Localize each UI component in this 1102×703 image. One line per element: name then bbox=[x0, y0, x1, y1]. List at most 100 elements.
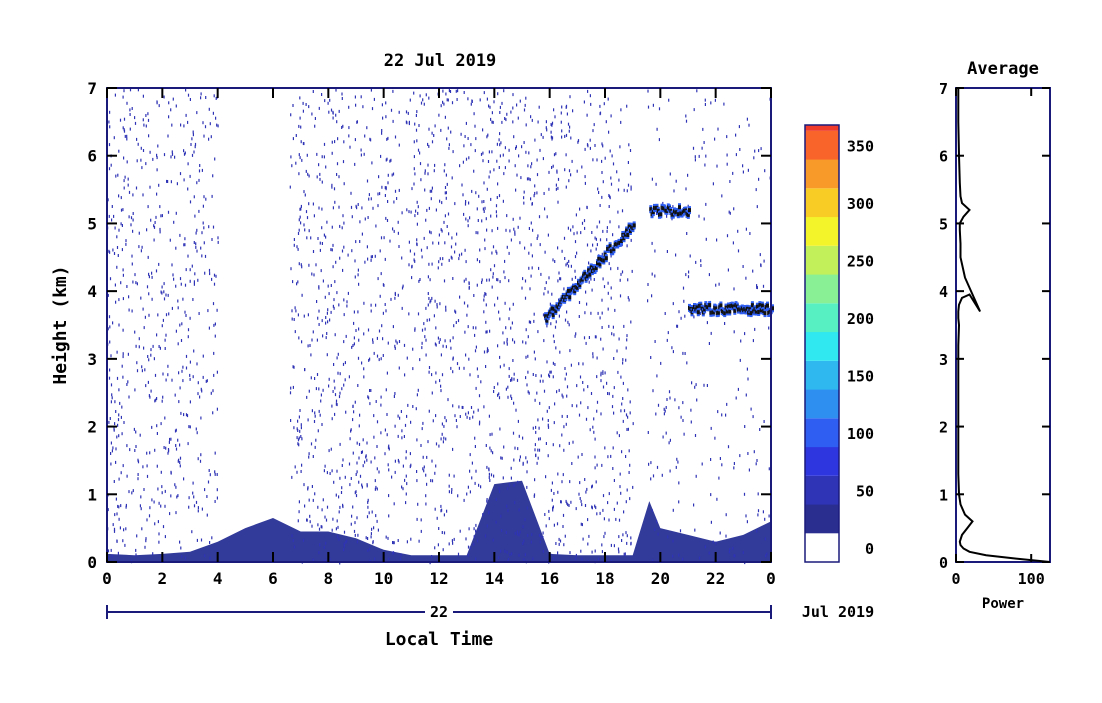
noise-pixel bbox=[708, 342, 710, 345]
noise-pixel bbox=[412, 367, 414, 371]
noise-pixel bbox=[380, 403, 382, 407]
noise-pixel bbox=[550, 135, 552, 139]
noise-pixel bbox=[554, 325, 557, 329]
noise-pixel bbox=[622, 381, 624, 385]
noise-pixel bbox=[447, 98, 449, 102]
noise-pixel bbox=[311, 409, 313, 413]
noise-pixel bbox=[665, 406, 667, 409]
noise-pixel bbox=[491, 150, 493, 154]
noise-pixel bbox=[388, 447, 390, 451]
noise-pixel bbox=[318, 387, 320, 391]
cloud-core bbox=[594, 266, 598, 271]
noise-pixel bbox=[430, 197, 432, 201]
noise-pixel bbox=[110, 400, 112, 404]
noise-pixel bbox=[200, 92, 202, 96]
noise-pixel bbox=[474, 436, 476, 440]
noise-pixel bbox=[622, 397, 624, 400]
noise-pixel bbox=[217, 240, 219, 244]
noise-pixel bbox=[624, 552, 626, 556]
noise-pixel bbox=[565, 185, 567, 189]
noise-pixel bbox=[185, 113, 187, 117]
noise-pixel bbox=[314, 414, 316, 418]
noise-pixel bbox=[474, 333, 476, 337]
noise-pixel bbox=[566, 501, 568, 505]
noise-pixel bbox=[604, 156, 606, 160]
noise-pixel bbox=[546, 128, 548, 132]
noise-pixel bbox=[171, 152, 174, 156]
noise-pixel bbox=[177, 306, 179, 310]
noise-pixel bbox=[387, 181, 389, 185]
noise-pixel bbox=[623, 510, 625, 514]
noise-pixel bbox=[456, 425, 458, 429]
noise-pixel bbox=[440, 389, 442, 393]
noise-pixel bbox=[336, 291, 338, 295]
noise-pixel bbox=[614, 308, 616, 312]
noise-pixel bbox=[306, 395, 308, 399]
noise-pixel bbox=[318, 527, 321, 531]
noise-pixel bbox=[352, 404, 354, 408]
noise-pixel bbox=[320, 269, 322, 273]
noise-pixel bbox=[478, 422, 481, 426]
noise-pixel bbox=[187, 162, 189, 166]
noise-pixel bbox=[413, 140, 415, 144]
cloud-core bbox=[597, 256, 601, 261]
noise-pixel bbox=[120, 471, 122, 475]
noise-pixel bbox=[374, 456, 376, 460]
noise-pixel bbox=[333, 187, 336, 191]
noise-pixel bbox=[146, 474, 149, 478]
noise-pixel bbox=[409, 249, 411, 253]
noise-pixel bbox=[473, 410, 475, 414]
noise-pixel bbox=[514, 164, 516, 168]
noise-pixel bbox=[497, 382, 499, 386]
noise-pixel bbox=[483, 91, 485, 95]
noise-pixel bbox=[172, 97, 174, 101]
noise-pixel bbox=[475, 191, 477, 195]
noise-pixel bbox=[367, 500, 369, 504]
noise-pixel bbox=[392, 551, 394, 555]
noise-pixel bbox=[298, 510, 300, 514]
noise-pixel bbox=[394, 293, 396, 296]
noise-pixel bbox=[120, 281, 122, 285]
noise-pixel bbox=[602, 370, 604, 374]
noise-pixel bbox=[110, 441, 112, 445]
noise-pixel bbox=[120, 415, 122, 419]
noise-pixel bbox=[650, 477, 652, 481]
noise-pixel bbox=[588, 280, 590, 284]
noise-pixel bbox=[387, 536, 389, 540]
noise-pixel bbox=[290, 419, 292, 422]
noise-pixel bbox=[690, 408, 692, 412]
noise-pixel bbox=[371, 107, 374, 111]
noise-pixel bbox=[557, 551, 559, 555]
noise-pixel bbox=[620, 108, 622, 112]
noise-pixel bbox=[168, 101, 170, 105]
noise-pixel bbox=[498, 396, 501, 400]
noise-pixel bbox=[425, 306, 427, 310]
noise-pixel bbox=[486, 499, 488, 503]
noise-pixel bbox=[405, 501, 407, 505]
noise-pixel bbox=[126, 160, 128, 164]
noise-pixel bbox=[123, 129, 126, 133]
noise-pixel bbox=[463, 279, 465, 283]
noise-pixel bbox=[698, 556, 701, 560]
noise-pixel bbox=[472, 326, 474, 330]
noise-pixel bbox=[579, 497, 581, 500]
noise-pixel bbox=[185, 354, 188, 358]
noise-pixel bbox=[416, 238, 418, 242]
noise-pixel bbox=[381, 185, 383, 189]
noise-pixel bbox=[656, 465, 659, 469]
noise-pixel bbox=[416, 243, 418, 247]
noise-pixel bbox=[699, 312, 701, 315]
noise-pixel bbox=[332, 265, 334, 269]
noise-pixel bbox=[170, 180, 172, 184]
noise-pixel bbox=[158, 104, 160, 108]
noise-pixel bbox=[742, 265, 744, 268]
noise-pixel bbox=[451, 176, 453, 180]
noise-pixel bbox=[108, 214, 110, 218]
noise-pixel bbox=[626, 104, 628, 108]
noise-pixel bbox=[370, 309, 372, 313]
noise-pixel bbox=[568, 179, 570, 183]
noise-pixel bbox=[616, 170, 618, 174]
noise-pixel bbox=[548, 509, 550, 513]
noise-pixel bbox=[195, 500, 198, 504]
